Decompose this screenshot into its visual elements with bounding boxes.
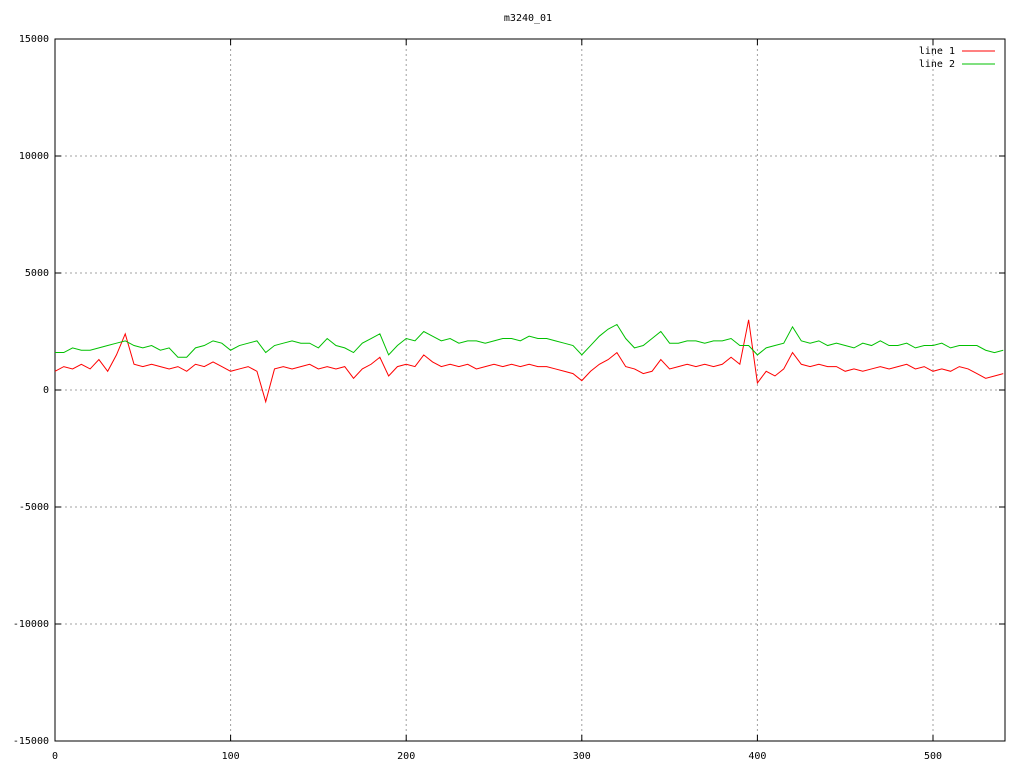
- y-tick-label: 10000: [19, 151, 49, 162]
- chart-title: m3240_01: [504, 13, 552, 24]
- data-line: [54, 319, 1004, 404]
- y-tick-label: -5000: [19, 502, 49, 513]
- x-tick-label: 400: [748, 751, 766, 762]
- x-tick-label: 0: [52, 751, 58, 762]
- legend-label: line 2: [919, 59, 955, 70]
- data-line: [55, 323, 1004, 358]
- x-tick-label: 500: [924, 751, 942, 762]
- y-tick-label: -15000: [13, 736, 49, 747]
- y-tick-label: 15000: [19, 34, 49, 45]
- y-tick-label: -10000: [13, 619, 49, 630]
- x-tick-label: 300: [573, 751, 591, 762]
- plot-frame: [54, 38, 1006, 742]
- y-tick-label: 5000: [25, 268, 49, 279]
- x-tick-label: 100: [222, 751, 240, 762]
- x-tick-label: 200: [397, 751, 415, 762]
- legend-label: line 1: [919, 46, 955, 57]
- y-tick-label: 0: [43, 385, 49, 396]
